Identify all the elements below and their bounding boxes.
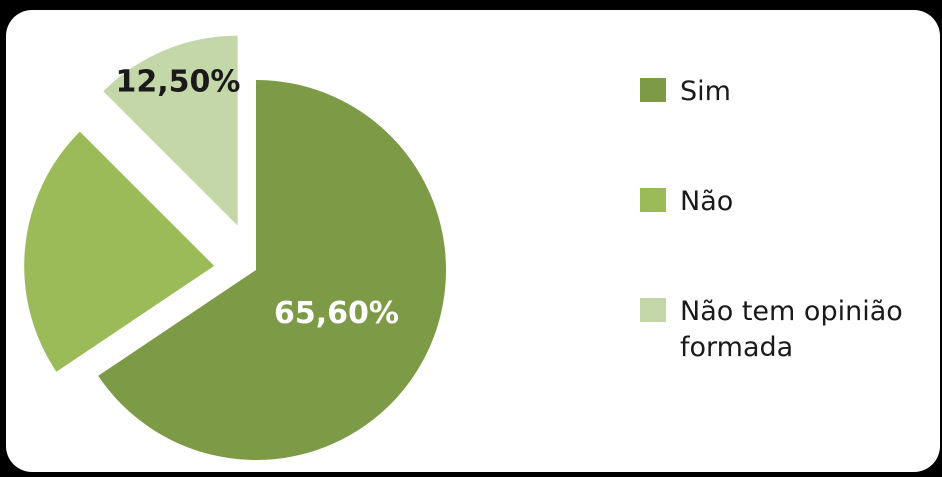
pie-slice-2 xyxy=(24,131,215,372)
legend-label-2: Não xyxy=(680,186,733,217)
legend-swatch-1 xyxy=(640,78,666,102)
pie-slices xyxy=(24,35,447,460)
slice-label-3: 12,50% xyxy=(116,65,241,100)
legend-label-1: Sim xyxy=(680,76,731,107)
legend: Sim Não Não tem opinião formada xyxy=(640,76,903,363)
chart-panel: 65,60% 12,50% Sim Não Não tem opinião formad… xyxy=(6,10,940,472)
legend-swatch-3 xyxy=(640,298,666,322)
legend-label-3-line-2: formada xyxy=(680,332,793,363)
legend-swatch-2 xyxy=(640,188,666,212)
slice-label-1: 65,60% xyxy=(274,296,399,331)
slice-labels: 65,60% 12,50% xyxy=(116,65,399,331)
pie-slice-3 xyxy=(103,35,238,226)
pie-chart: 65,60% 12,50% Sim Não Não tem opinião formad… xyxy=(24,35,903,460)
pie-slice-1 xyxy=(98,80,447,460)
legend-label-3-line-1: Não tem opinião xyxy=(680,296,903,327)
